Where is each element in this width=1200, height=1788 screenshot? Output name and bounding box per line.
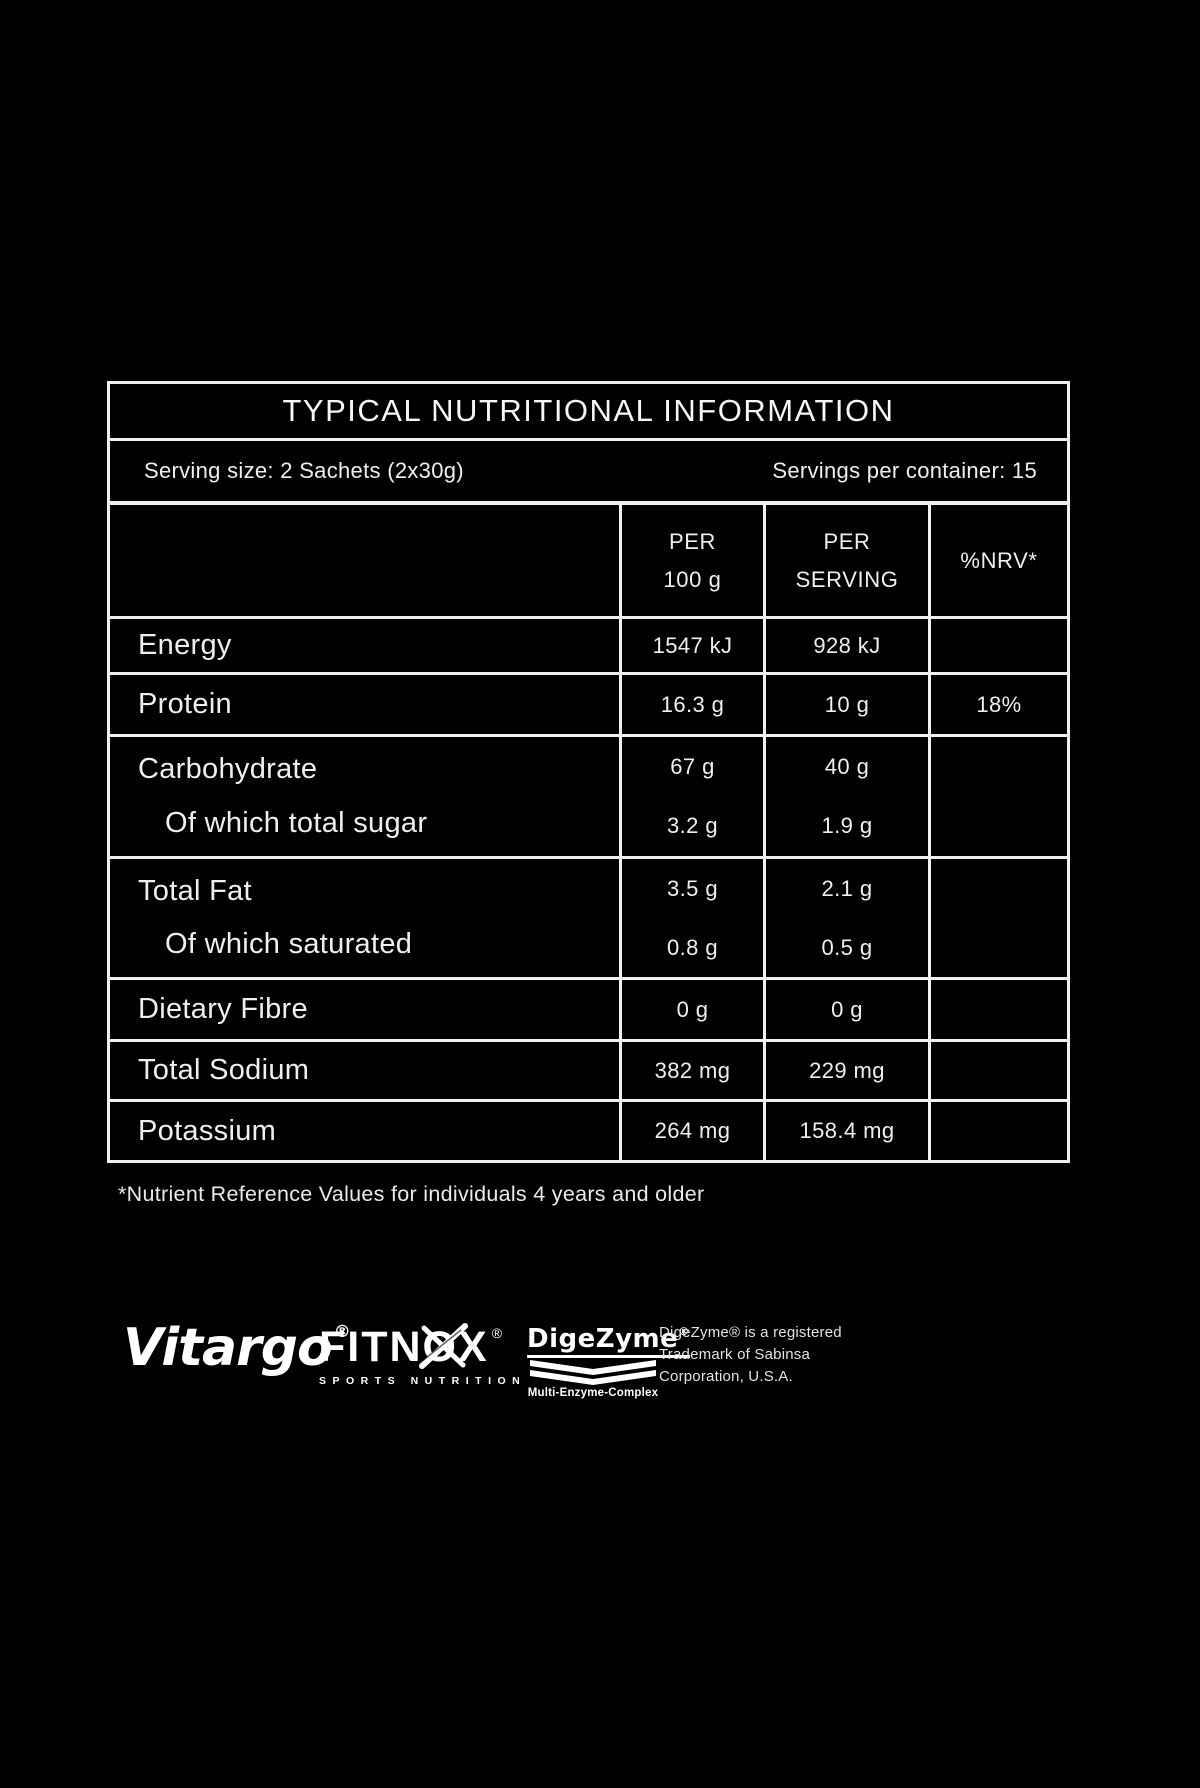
row-fibre-per-serving: 0 g — [766, 980, 931, 1042]
nutrition-table: TYPICAL NUTRITIONAL INFORMATION Serving … — [107, 381, 1070, 1163]
digezyme-logo: DigeZyme® Multi-Enzyme-Complex — [527, 1324, 690, 1399]
row-total-fat-nrv — [931, 859, 1067, 980]
table-title: TYPICAL NUTRITIONAL INFORMATION — [110, 384, 1067, 441]
fitnox-tagline: SPORTS NUTRITION — [319, 1375, 527, 1387]
row-potassium-per-serving: 158.4 mg — [766, 1102, 931, 1160]
row-carbohydrate-label: Carbohydrate Of which total sugar — [110, 737, 622, 859]
row-potassium-nrv — [931, 1102, 1067, 1160]
vitargo-logo: Vitargo ® — [123, 1318, 351, 1378]
row-potassium-per100: 264 mg — [622, 1102, 766, 1160]
servings-per-container-text: Servings per container: 15 — [772, 458, 1037, 483]
row-total-fat-per100: 3.5 g 0.8 g — [622, 859, 766, 980]
brand-logos: Vitargo ® FITN O X ® SPORTS NUTRITION DigeZ… — [123, 1308, 1083, 1418]
header-empty-cell — [110, 505, 622, 619]
header-per-serving: PER SERVING — [766, 505, 931, 619]
row-fibre-per100: 0 g — [622, 980, 766, 1042]
row-sodium-per100: 382 mg — [622, 1042, 766, 1102]
row-protein-per100: 16.3 g — [622, 675, 766, 737]
row-total-fat-sublabel: Of which saturated — [165, 928, 413, 960]
serving-size-text: Serving size: 2 Sachets (2x30g) — [144, 458, 464, 483]
header-nrv: %NRV* — [931, 505, 1067, 619]
row-energy-nrv — [931, 619, 1067, 675]
registered-mark: ® — [333, 1322, 351, 1342]
nutrition-grid: PER 100 g PER SERVING %NRV* Energy 1547 … — [110, 505, 1067, 1160]
row-sodium-per-serving: 229 mg — [766, 1042, 931, 1102]
row-energy-per100: 1547 kJ — [622, 619, 766, 675]
fitnox-logo: FITN O X ® SPORTS NUTRITION — [319, 1323, 527, 1387]
nrv-footnote: *Nutrient Reference Values for individua… — [118, 1182, 705, 1206]
row-energy-label: Energy — [110, 619, 622, 675]
registered-mark: ® — [678, 1325, 690, 1338]
row-protein-per-serving: 10 g — [766, 675, 931, 737]
row-carbohydrate-sublabel: Of which total sugar — [165, 806, 428, 839]
serving-info-row: Serving size: 2 Sachets (2x30g) Servings… — [110, 441, 1067, 505]
row-sodium-nrv — [931, 1042, 1067, 1102]
row-fibre-nrv — [931, 980, 1067, 1042]
row-energy-per-serving: 928 kJ — [766, 619, 931, 675]
row-fibre-label: Dietary Fibre — [110, 980, 622, 1042]
row-potassium-label: Potassium — [110, 1102, 622, 1160]
row-total-fat-per-serving: 2.1 g 0.5 g — [766, 859, 931, 980]
digezyme-tagline: Multi-Enzyme-Complex — [527, 1387, 659, 1399]
digezyme-chevron-icon — [530, 1360, 656, 1385]
row-total-fat-label: Total Fat Of which saturated — [110, 859, 622, 980]
header-per-100g: PER 100 g — [622, 505, 766, 619]
digezyme-trademark-note: DigeZyme® is a registered Trademark of S… — [659, 1324, 842, 1385]
row-carbohydrate-per100: 67 g 3.2 g — [622, 737, 766, 859]
registered-mark: ® — [491, 1325, 505, 1341]
row-sodium-label: Total Sodium — [110, 1042, 622, 1102]
row-carbohydrate-nrv — [931, 737, 1067, 859]
row-carbohydrate-per-serving: 40 g 1.9 g — [766, 737, 931, 859]
row-protein-label: Protein — [110, 675, 622, 737]
row-protein-nrv: 18% — [931, 675, 1067, 737]
